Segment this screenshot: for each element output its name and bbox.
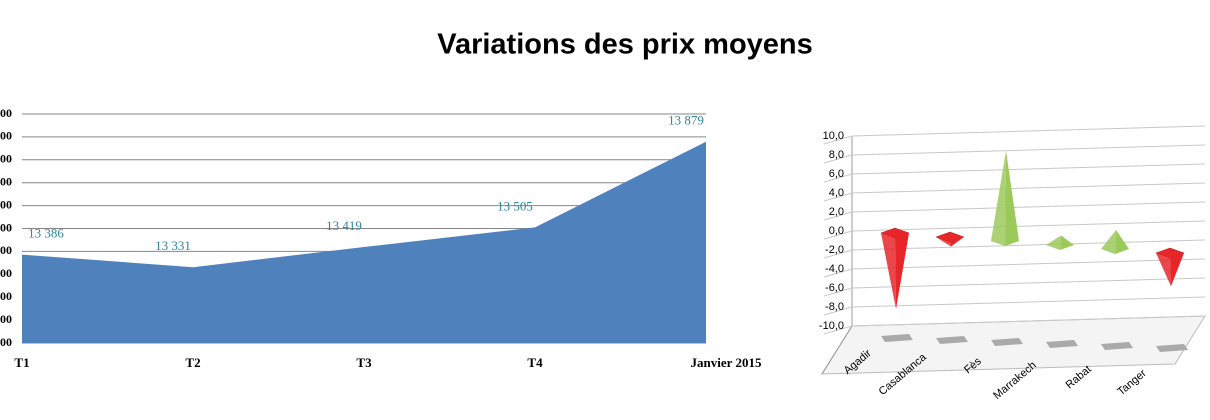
y-tick-label: 13 700 bbox=[0, 174, 12, 188]
x-tick-label: T2 bbox=[185, 355, 200, 370]
y-tick-label: -10,0 bbox=[819, 320, 844, 332]
x-tick-label: Janvier 2015 bbox=[691, 355, 762, 370]
y-tick-label: 13 000 bbox=[0, 335, 12, 349]
floor bbox=[821, 315, 1206, 375]
grid-line bbox=[851, 125, 1206, 137]
grid-line bbox=[823, 211, 853, 221]
grid-line bbox=[851, 277, 1206, 289]
x-tick-label: Tanger bbox=[1115, 367, 1149, 398]
y-tick-label: 13 100 bbox=[0, 312, 12, 326]
y-tick-label: 10,0 bbox=[823, 130, 844, 142]
pyramid-face bbox=[1060, 235, 1074, 250]
grid-line bbox=[823, 325, 853, 335]
grid-line bbox=[823, 230, 853, 240]
pyramid-shadow bbox=[936, 336, 968, 344]
x-tick-label: Rabat bbox=[1064, 363, 1094, 391]
data-label: 13 879 bbox=[668, 113, 704, 128]
pyramid-face bbox=[881, 233, 896, 309]
y-tick-label: -4,0 bbox=[825, 263, 844, 275]
pyramid-face bbox=[936, 237, 951, 247]
x-tick-label: T1 bbox=[14, 355, 29, 370]
grid-line bbox=[851, 220, 1206, 232]
page-title: Variations des prix moyens bbox=[437, 29, 813, 61]
data-label: 13 419 bbox=[326, 218, 362, 233]
y-tick-label: 13 300 bbox=[0, 266, 12, 280]
pyramid-face bbox=[950, 237, 964, 247]
y-tick-label: 13 900 bbox=[0, 129, 12, 143]
grid-line bbox=[823, 154, 853, 164]
pyramid-shadow bbox=[1046, 340, 1078, 348]
pyramid-top bbox=[935, 231, 965, 243]
y-tick-label: 14 000 bbox=[0, 106, 12, 120]
grid-line bbox=[851, 296, 1206, 308]
y-tick-label: 13 500 bbox=[0, 220, 12, 234]
y-tick-label: 2,0 bbox=[829, 206, 844, 218]
grid-line bbox=[851, 182, 1206, 194]
pyramid-face bbox=[1046, 235, 1061, 250]
grid-line bbox=[823, 249, 853, 259]
x-tick-label: T3 bbox=[356, 355, 372, 370]
grid-line bbox=[851, 144, 1206, 156]
pyramid-shadow bbox=[991, 338, 1023, 346]
y-tick-label: -8,0 bbox=[825, 301, 844, 313]
pyramid-face bbox=[895, 233, 909, 309]
pyramid-face bbox=[1170, 253, 1184, 287]
pyramid-face bbox=[1005, 150, 1019, 246]
pyramid-shadow bbox=[1101, 342, 1133, 350]
y-tick-label: -6,0 bbox=[825, 282, 844, 294]
grid-line bbox=[851, 201, 1206, 213]
y-tick-label: 4,0 bbox=[829, 187, 844, 199]
area bbox=[22, 141, 706, 343]
y-tick-label: 13 200 bbox=[0, 289, 12, 303]
y-tick-label: 8,0 bbox=[829, 149, 844, 161]
grid-line bbox=[851, 163, 1206, 175]
data-label: 13 331 bbox=[155, 238, 191, 253]
y-tick-label: 13 400 bbox=[0, 243, 12, 257]
pyramid-face bbox=[1101, 230, 1116, 254]
y-tick-label: 0,0 bbox=[829, 225, 844, 237]
grid-line bbox=[823, 173, 853, 183]
x-tick-label: T4 bbox=[527, 355, 543, 370]
pyramid-shadow bbox=[1156, 344, 1188, 352]
axis bbox=[821, 325, 853, 375]
data-label: 13 505 bbox=[497, 198, 533, 213]
grid-line bbox=[823, 268, 853, 278]
pyramid-shadow bbox=[881, 334, 913, 342]
grid-line bbox=[851, 258, 1206, 270]
grid-line bbox=[823, 192, 853, 202]
y-tick-label: 13 600 bbox=[0, 197, 12, 211]
y-tick-label: 13 800 bbox=[0, 152, 12, 166]
y-tick-label: -2,0 bbox=[825, 244, 844, 256]
pyramid-face bbox=[1156, 253, 1171, 287]
data-label: 13 386 bbox=[28, 226, 64, 241]
grid-line bbox=[851, 315, 1206, 327]
grid-line bbox=[851, 239, 1206, 251]
grid-line bbox=[823, 135, 853, 145]
y-tick-label: 6,0 bbox=[829, 168, 844, 180]
pyramid-face bbox=[991, 150, 1006, 246]
grid-line bbox=[823, 306, 853, 316]
pyramid-face bbox=[1115, 230, 1129, 254]
grid-line bbox=[823, 287, 853, 297]
